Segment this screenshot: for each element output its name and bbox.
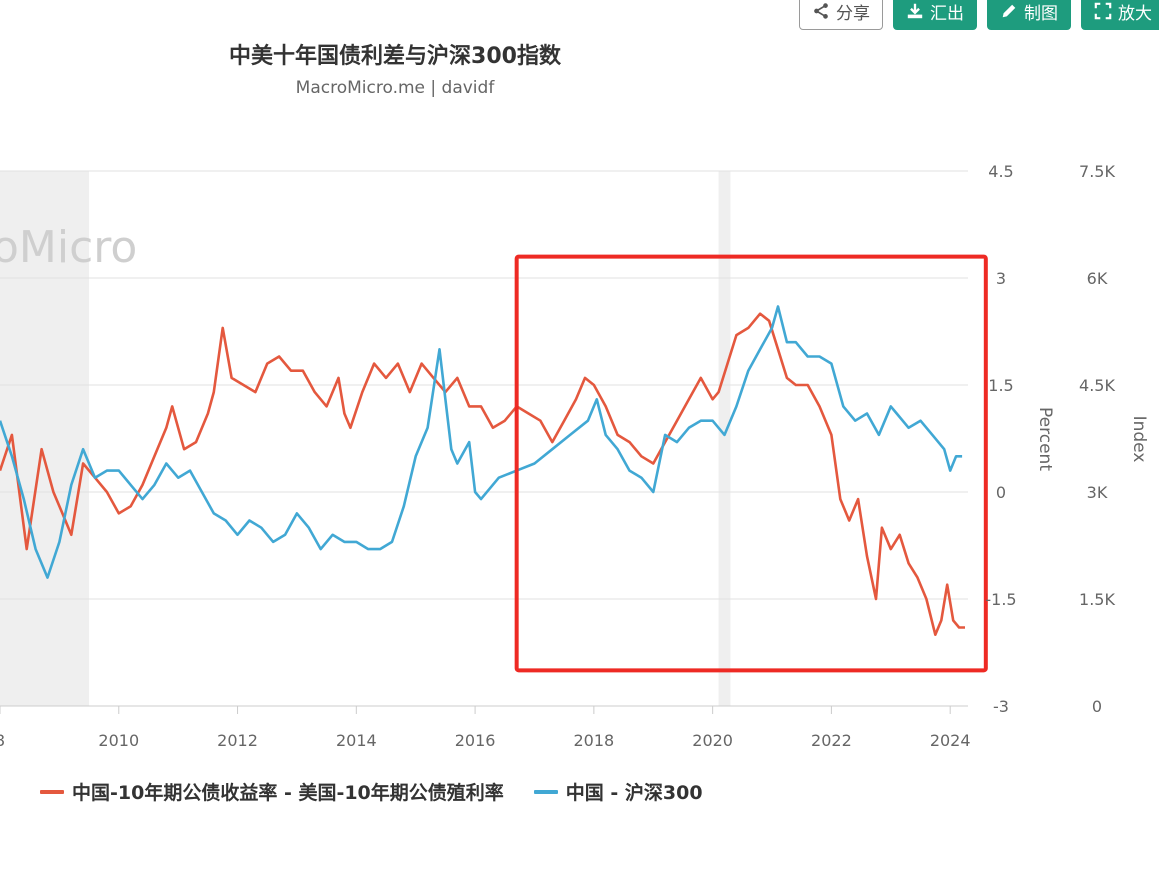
chart-title: 中美十年国债利差与沪深300指数	[229, 44, 561, 69]
chart-subtitle: MacroMicro.me | davidf	[295, 78, 495, 98]
left-axis-tick-label: 4.5	[988, 162, 1013, 181]
left-axis-tick-label: 0	[996, 483, 1006, 502]
chart-toolbar: 分享 汇出 制图 放大	[799, 0, 1159, 30]
x-tick-label: 2024	[930, 731, 971, 750]
zoom-button[interactable]: 放大	[1081, 0, 1159, 30]
export-button[interactable]: 汇出	[893, 0, 977, 30]
legend-label-spread: 中国-10年期公债收益率 - 美国-10年期公债殖利率	[72, 782, 504, 804]
right-axis-title: Index	[1129, 416, 1149, 463]
legend-item-csi300[interactable]: 中国 - 沪深300	[533, 778, 703, 805]
share-button[interactable]: 分享	[799, 0, 883, 30]
right-axis-tick-label: 3K	[1087, 483, 1108, 502]
right-axis-tick-label: 7.5K	[1079, 162, 1115, 181]
right-axis-tick-label: 0	[1092, 697, 1102, 716]
draw-chart-button-label: 制图	[1024, 3, 1058, 24]
left-axis-title: Percent	[1035, 407, 1055, 471]
x-tick-label: 8	[0, 731, 5, 750]
recession-band	[718, 171, 731, 706]
share-icon	[814, 3, 828, 19]
export-button-label: 汇出	[930, 3, 964, 24]
zoom-button-label: 放大	[1118, 3, 1152, 24]
chart-legend: 中国-10年期公债收益率 - 美国-10年期公债殖利率 中国 - 沪深300	[40, 778, 703, 805]
legend-swatch-csi300	[533, 789, 558, 794]
x-tick-label: 2022	[811, 731, 852, 750]
x-tick-label: 2010	[98, 731, 139, 750]
highlight-box	[514, 254, 988, 673]
share-button-label: 分享	[836, 3, 870, 24]
left-axis-tick-label: 1.5	[988, 376, 1013, 395]
series-line-spread	[0, 312, 965, 637]
x-tick-label: 2014	[336, 731, 377, 750]
right-axis-tick-label: 4.5K	[1079, 376, 1115, 395]
right-axis-tick-label: 6K	[1087, 269, 1108, 288]
x-tick-label: 2016	[455, 731, 496, 750]
pencil-icon	[1002, 4, 1016, 18]
x-tick-label: 2018	[574, 731, 615, 750]
recession-band	[0, 171, 90, 706]
watermark-text: oMicro	[0, 222, 137, 273]
right-axis-tick-label: 1.5K	[1079, 590, 1115, 609]
left-axis-tick-label: -1.5	[985, 590, 1016, 609]
x-tick-label: 2012	[217, 731, 258, 750]
legend-label-csi300: 中国 - 沪深300	[565, 782, 703, 804]
series-line-csi300	[0, 305, 963, 579]
x-tick-label: 2020	[692, 731, 733, 750]
download-icon	[907, 3, 923, 19]
legend-swatch-spread	[40, 789, 64, 794]
expand-icon	[1094, 2, 1112, 20]
left-axis-tick-label: -3	[993, 697, 1009, 716]
draw-chart-button[interactable]: 制图	[987, 0, 1071, 30]
legend-item-spread[interactable]: 中国-10年期公债收益率 - 美国-10年期公债殖利率	[40, 778, 504, 805]
left-axis-tick-label: 3	[996, 269, 1006, 288]
